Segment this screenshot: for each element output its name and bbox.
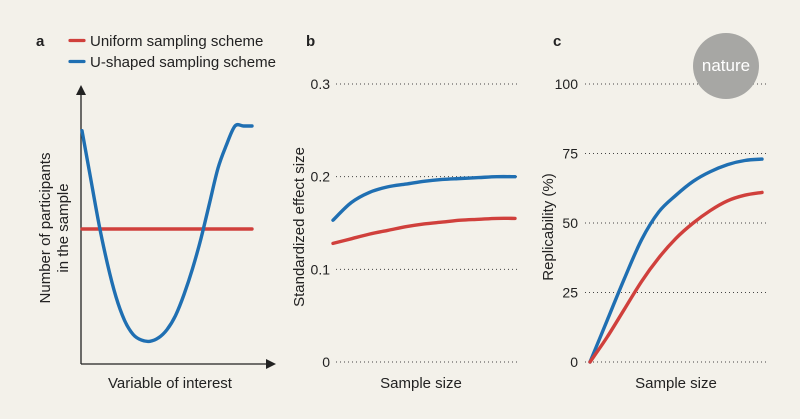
panel-a-ylabel-line1: Number of participants [37,153,54,304]
y-tick-label: 100 [555,76,579,92]
y-tick-label: 50 [562,215,578,231]
panel-c: 0 25 50 75 100 Replicability (%) Sample size [540,76,766,392]
panel-a-curves [80,122,254,344]
series-ushaped-line [588,157,764,364]
panel-a-xlabel: Variable of interest [108,375,233,392]
nature-badge: nature [693,33,759,99]
legend-label-ushaped: U-shaped sampling scheme [90,54,276,71]
panel-a-y-arrow [76,85,86,95]
panel-a-label: a [36,33,45,50]
series-uniform-line [588,190,764,364]
nature-badge-circle [693,33,759,99]
panel-c-tick-labels: 0 25 50 75 100 [555,76,579,370]
panel-c-xlabel: Sample size [635,375,717,392]
panel-a-x-arrow [266,359,276,369]
y-tick-label: 0 [322,354,330,370]
y-tick-label: 0.3 [311,76,331,92]
y-tick-label: 25 [562,285,578,301]
series-ushaped-line [80,122,254,344]
panel-b-tick-labels: 0 0.1 0.2 0.3 [311,76,331,370]
panel-c-gridlines [585,83,766,363]
y-tick-label: 0.2 [311,169,331,185]
panel-c-label: c [553,33,561,50]
panel-c-curves [588,157,764,364]
panel-c-ylabel: Replicability (%) [540,173,557,281]
legend-label-uniform: Uniform sampling scheme [90,33,263,50]
series-uniform-line [331,216,517,246]
y-tick-label: 0 [570,354,578,370]
panel-a: Number of participants in the sample Var… [37,85,276,392]
panel-b-label: b [306,33,315,50]
panel-b-gridlines [336,83,520,363]
legend: Uniform sampling scheme U-shaped samplin… [68,33,276,71]
panel-a-ylabel-line2: in the sample [55,183,72,272]
y-tick-label: 0.1 [311,261,331,277]
panel-b-ylabel: Standardized effect size [291,147,308,307]
series-ushaped-line [331,174,517,222]
panel-b: 0 0.1 0.2 0.3 Standardized effect size Samp… [291,76,520,392]
panel-b-curves [331,174,517,246]
panel-b-xlabel: Sample size [380,375,462,392]
y-tick-label: 75 [562,146,578,162]
nature-badge-text: nature [702,56,750,75]
